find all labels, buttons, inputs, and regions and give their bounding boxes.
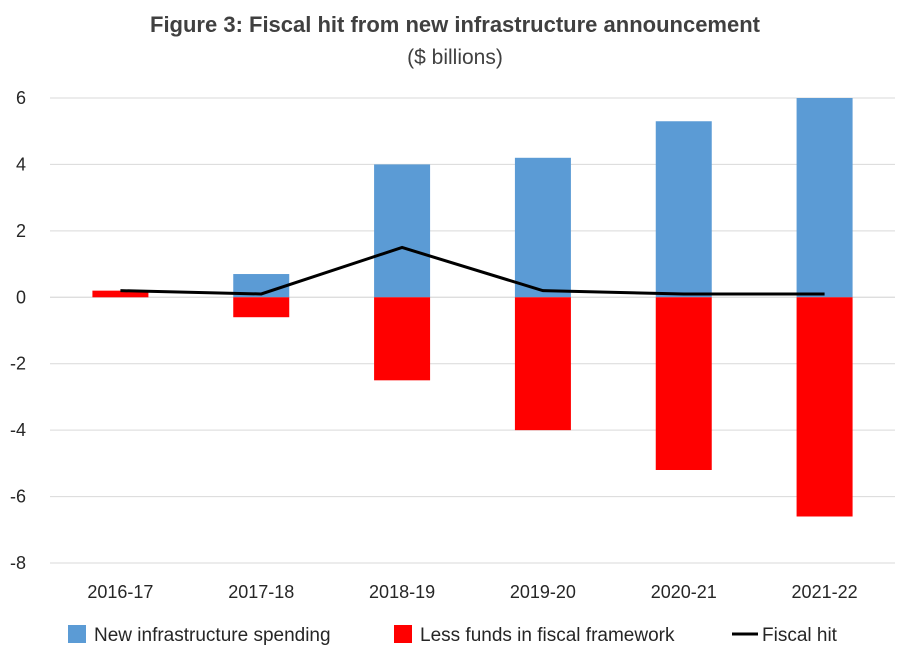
bar-funds (514, 297, 571, 431)
y-tick-label: -2 (10, 354, 26, 374)
bar-funds (655, 297, 712, 470)
chart-subtitle: ($ billions) (407, 46, 503, 69)
y-tick-label: 2 (16, 221, 26, 241)
legend-swatch (394, 625, 412, 643)
x-tick-label: 2016-17 (87, 582, 153, 602)
fiscal-hit-line (120, 245, 825, 296)
bar-spending (655, 121, 712, 298)
legend-swatch (68, 625, 86, 643)
legend-label: New infrastructure spending (94, 625, 331, 646)
x-tick-label: 2021-22 (792, 582, 858, 602)
x-tick-label: 2018-19 (369, 582, 435, 602)
chart-title: Figure 3: Fiscal hit from new infrastruc… (150, 12, 760, 37)
x-tick-label: 2020-21 (651, 582, 717, 602)
y-tick-label: -8 (10, 553, 26, 573)
bar-funds (233, 297, 290, 318)
bar-funds (374, 297, 431, 381)
bar-spending (514, 157, 571, 298)
bar-spending (796, 98, 853, 298)
y-tick-label: 0 (16, 287, 26, 307)
y-tick-label: 6 (16, 88, 26, 108)
y-tick-label: -4 (10, 420, 26, 440)
y-tick-label: -6 (10, 487, 26, 507)
x-tick-label: 2017-18 (228, 582, 294, 602)
bar-funds (796, 297, 853, 517)
legend-label: Fiscal hit (762, 625, 838, 646)
bar-funds (92, 290, 149, 298)
legend-label: Less funds in fiscal framework (420, 625, 675, 646)
bar-spending (374, 164, 431, 298)
x-tick-label: 2019-20 (510, 582, 576, 602)
bar-spending (233, 274, 290, 298)
y-tick-label: 4 (16, 154, 26, 174)
